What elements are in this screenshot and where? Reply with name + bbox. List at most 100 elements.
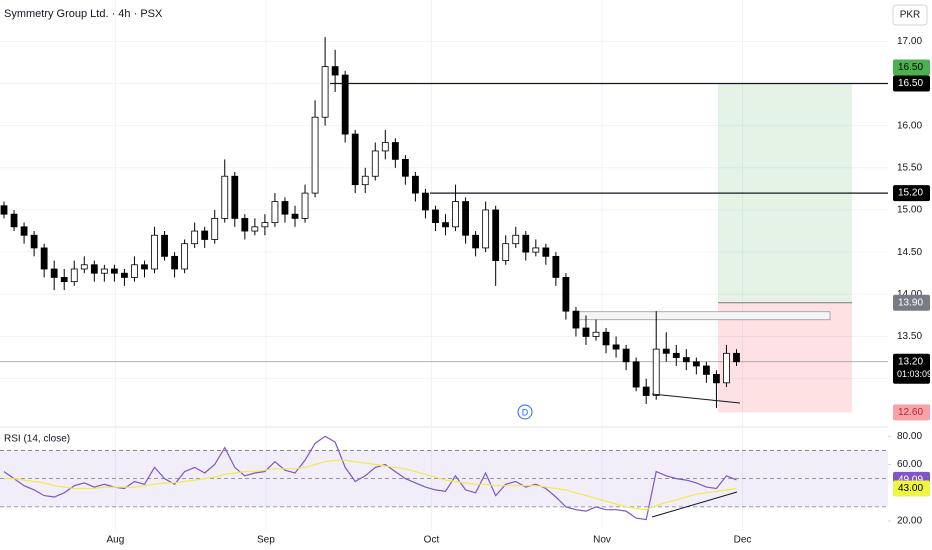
candle-body	[161, 234, 168, 257]
candle-body	[642, 386, 650, 396]
candle-body	[652, 348, 660, 396]
event-marker[interactable]: D	[522, 407, 529, 417]
candle-body	[10, 213, 18, 228]
candle-body	[70, 268, 78, 283]
resistance-box	[577, 311, 831, 321]
candle-body	[492, 209, 500, 261]
y-tick-label: 16.00	[897, 120, 922, 131]
candle-body	[110, 268, 118, 274]
candle-body	[371, 150, 379, 177]
y-tick-label: 15.50	[897, 162, 922, 173]
y-tick-label: 17.00	[897, 36, 922, 47]
price-badge-label: 12.60	[898, 407, 923, 418]
candle-body	[582, 327, 590, 337]
candle-body	[412, 175, 419, 194]
rsi-badge-label: 43.00	[898, 483, 923, 494]
candle-body	[141, 264, 148, 270]
candle-body	[381, 142, 389, 152]
candle-body	[532, 247, 540, 253]
price-badge	[893, 353, 930, 384]
candle-body	[271, 201, 279, 224]
rsi-trendline	[651, 491, 738, 518]
x-tick-label: Oct	[424, 535, 440, 546]
candle-body	[682, 357, 690, 363]
y-tick-label: 14.00	[897, 289, 922, 300]
candle-body	[291, 213, 299, 219]
candle-body	[321, 66, 329, 118]
price-trendline	[651, 393, 741, 404]
price-badge	[893, 185, 930, 202]
currency[interactable]: PKR	[900, 10, 921, 21]
rsi-tick-label: 20.00	[897, 516, 922, 527]
x-tick-label: Sep	[257, 535, 275, 546]
candle-body	[632, 361, 640, 388]
candle-body	[251, 226, 259, 232]
candle-body	[301, 192, 309, 219]
candle-body	[121, 272, 128, 278]
candle-body	[311, 116, 319, 194]
candle-body	[221, 175, 229, 219]
price-badge-label: 13.90	[898, 297, 923, 308]
candle-body	[723, 352, 730, 384]
candle-body	[542, 247, 550, 257]
currency-box[interactable]	[892, 4, 928, 26]
rsi-title: RSI (14, close)	[4, 434, 70, 445]
candle-body	[692, 361, 700, 367]
candle-body	[572, 310, 580, 329]
candle-body	[482, 209, 490, 249]
countdown: 01:03:09	[897, 369, 932, 379]
candle-body	[592, 331, 600, 337]
candle-body	[191, 230, 199, 245]
candle-body	[702, 365, 710, 375]
price-badge-label: 15.20	[898, 188, 923, 199]
candle-body	[552, 255, 560, 278]
price-badge-label: 16.50	[898, 78, 923, 89]
candle-body	[100, 268, 108, 274]
candle-body	[361, 175, 369, 186]
y-tick-label: 14.50	[897, 247, 922, 258]
price-badge-label: 13.20	[898, 356, 923, 367]
candle-body	[30, 234, 38, 249]
price-badge	[893, 294, 930, 311]
rsi-tick-label: 80.00	[897, 431, 922, 442]
rsi-line	[4, 459, 737, 511]
candle-body	[662, 348, 670, 354]
candle-body	[211, 218, 219, 240]
rsi-tick-label: 60.00	[897, 459, 922, 470]
candle-body	[672, 352, 680, 358]
chart-title: Symmetry Group Ltd. · 4h · PSX	[4, 8, 163, 20]
candle-body	[562, 277, 570, 312]
price-badge	[893, 59, 930, 76]
x-tick-label: Aug	[106, 535, 124, 546]
candle-body	[151, 234, 158, 270]
candle-body	[181, 243, 189, 270]
candle-body	[713, 374, 720, 384]
candle-body	[50, 268, 58, 278]
candle-body	[602, 331, 610, 346]
rsi-badge-label: 49.09	[898, 475, 923, 486]
candle-body	[60, 277, 68, 283]
x-tick-label: Dec	[734, 535, 752, 546]
candle-body	[733, 352, 740, 363]
y-tick-label: 13.50	[897, 331, 922, 342]
candle-body	[40, 247, 48, 270]
candle-body	[171, 255, 178, 270]
candle-body	[131, 264, 138, 278]
candle-body	[472, 234, 480, 249]
candle-body	[331, 66, 339, 76]
candle-body	[241, 218, 249, 232]
price-badge	[893, 404, 930, 421]
candle-body	[462, 201, 469, 236]
event-marker-icon[interactable]	[517, 404, 533, 420]
candle-body	[422, 192, 429, 211]
candle-body	[512, 234, 520, 245]
candle-body	[20, 226, 28, 236]
candle-body	[452, 201, 459, 228]
candle-body	[391, 142, 399, 160]
x-tick-label: Nov	[593, 535, 611, 546]
price-badge-label: 16.50	[898, 62, 923, 73]
stop-zone	[718, 302, 852, 413]
